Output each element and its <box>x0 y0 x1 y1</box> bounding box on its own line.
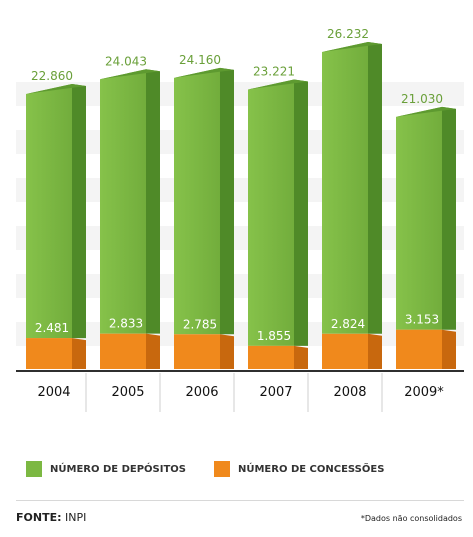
bar-depositos-side <box>72 84 86 339</box>
legend-label-concessoes: NÚMERO DE CONCESSÕES <box>237 463 385 475</box>
source: FONTE: INPI <box>16 511 86 524</box>
data-label-depositos: 24.160 <box>179 53 221 67</box>
background-stripes <box>16 82 464 346</box>
bar-concessoes-side <box>368 333 382 369</box>
bar-concessoes-side <box>294 345 308 369</box>
bar-depositos-top <box>174 67 234 78</box>
x-axis-labels: 2004 2005 2006 2007 2008 2009* <box>37 373 444 412</box>
bar-concessoes <box>174 334 220 369</box>
bar-concessoes-side <box>442 329 456 369</box>
x-tick-label: 2008 <box>333 385 366 400</box>
bar-depositos-top <box>396 106 456 117</box>
data-label-depositos: 22.860 <box>31 69 73 83</box>
data-label-depositos: 23.221 <box>253 65 295 79</box>
legend-swatch-concessoes <box>213 461 230 477</box>
bar-depositos-top <box>100 69 160 80</box>
bar-concessoes <box>100 333 146 369</box>
bar-depositos <box>322 42 368 334</box>
bar-depositos <box>26 84 72 339</box>
bg-stripe <box>16 178 464 202</box>
data-label-depositos: 24.043 <box>105 54 147 68</box>
bar-concessoes <box>322 333 368 369</box>
legend-label-depositos: NÚMERO DE DEPÓSITOS <box>50 463 186 475</box>
legend-item-depositos: NÚMERO DE DEPÓSITOS <box>26 461 186 477</box>
source-value: INPI <box>65 511 87 524</box>
bar-depositos-side <box>146 69 160 334</box>
x-tick-label: 2005 <box>111 385 144 400</box>
data-label-concessoes: 2.481 <box>35 321 69 335</box>
bar-depositos-side <box>442 106 456 330</box>
bar-chart: 22.860 2.481 24.043 2.833 24.160 2.785 23.221 1… <box>16 27 464 412</box>
footnote: *Dados não consolidados <box>360 514 462 523</box>
legend: NÚMERO DE DEPÓSITOS NÚMERO DE CONCESSÕES <box>26 461 412 477</box>
bg-stripe <box>16 274 464 298</box>
bar-concessoes-side <box>146 333 160 369</box>
data-label-depositos: 21.030 <box>401 92 443 106</box>
bar-concessoes-side <box>72 338 86 369</box>
bar-depositos-top <box>248 79 308 90</box>
data-label-concessoes: 3.153 <box>405 313 439 327</box>
x-tick-label: 2007 <box>259 385 292 400</box>
bar-depositos <box>100 69 146 334</box>
bar-depositos <box>248 79 294 346</box>
bar-depositos-side <box>368 42 382 334</box>
bg-stripe <box>16 82 464 106</box>
bg-stripe <box>16 322 464 346</box>
bar-depositos-top <box>26 84 86 95</box>
data-label-concessoes: 2.824 <box>331 317 365 331</box>
bar-concessoes <box>396 329 442 369</box>
bar-depositos-side <box>294 79 308 346</box>
bar-depositos-side <box>220 67 234 335</box>
data-label-depositos: 26.232 <box>327 27 369 41</box>
legend-swatch-depositos <box>26 461 42 477</box>
bar-concessoes <box>248 345 294 369</box>
bar-depositos <box>396 106 442 330</box>
data-label-concessoes: 2.785 <box>183 317 217 331</box>
x-tick-label: 2009* <box>404 385 444 400</box>
bar-concessoes-side <box>220 334 234 369</box>
bars-group: 22.860 2.481 24.043 2.833 24.160 2.785 23.221 1… <box>26 27 456 369</box>
bar-depositos <box>174 67 220 335</box>
data-label-concessoes: 2.833 <box>109 317 143 331</box>
legend-item-concessoes: NÚMERO DE CONCESSÕES <box>213 461 385 477</box>
source-label: FONTE: <box>16 511 62 524</box>
data-label-concessoes: 1.855 <box>257 329 291 343</box>
footer-divider <box>16 500 464 501</box>
bg-stripe <box>16 226 464 250</box>
x-tick-label: 2004 <box>37 385 70 400</box>
bar-concessoes <box>26 338 72 369</box>
bar-depositos-top <box>322 42 382 52</box>
bg-stripe <box>16 130 464 154</box>
x-tick-label: 2006 <box>185 385 218 400</box>
